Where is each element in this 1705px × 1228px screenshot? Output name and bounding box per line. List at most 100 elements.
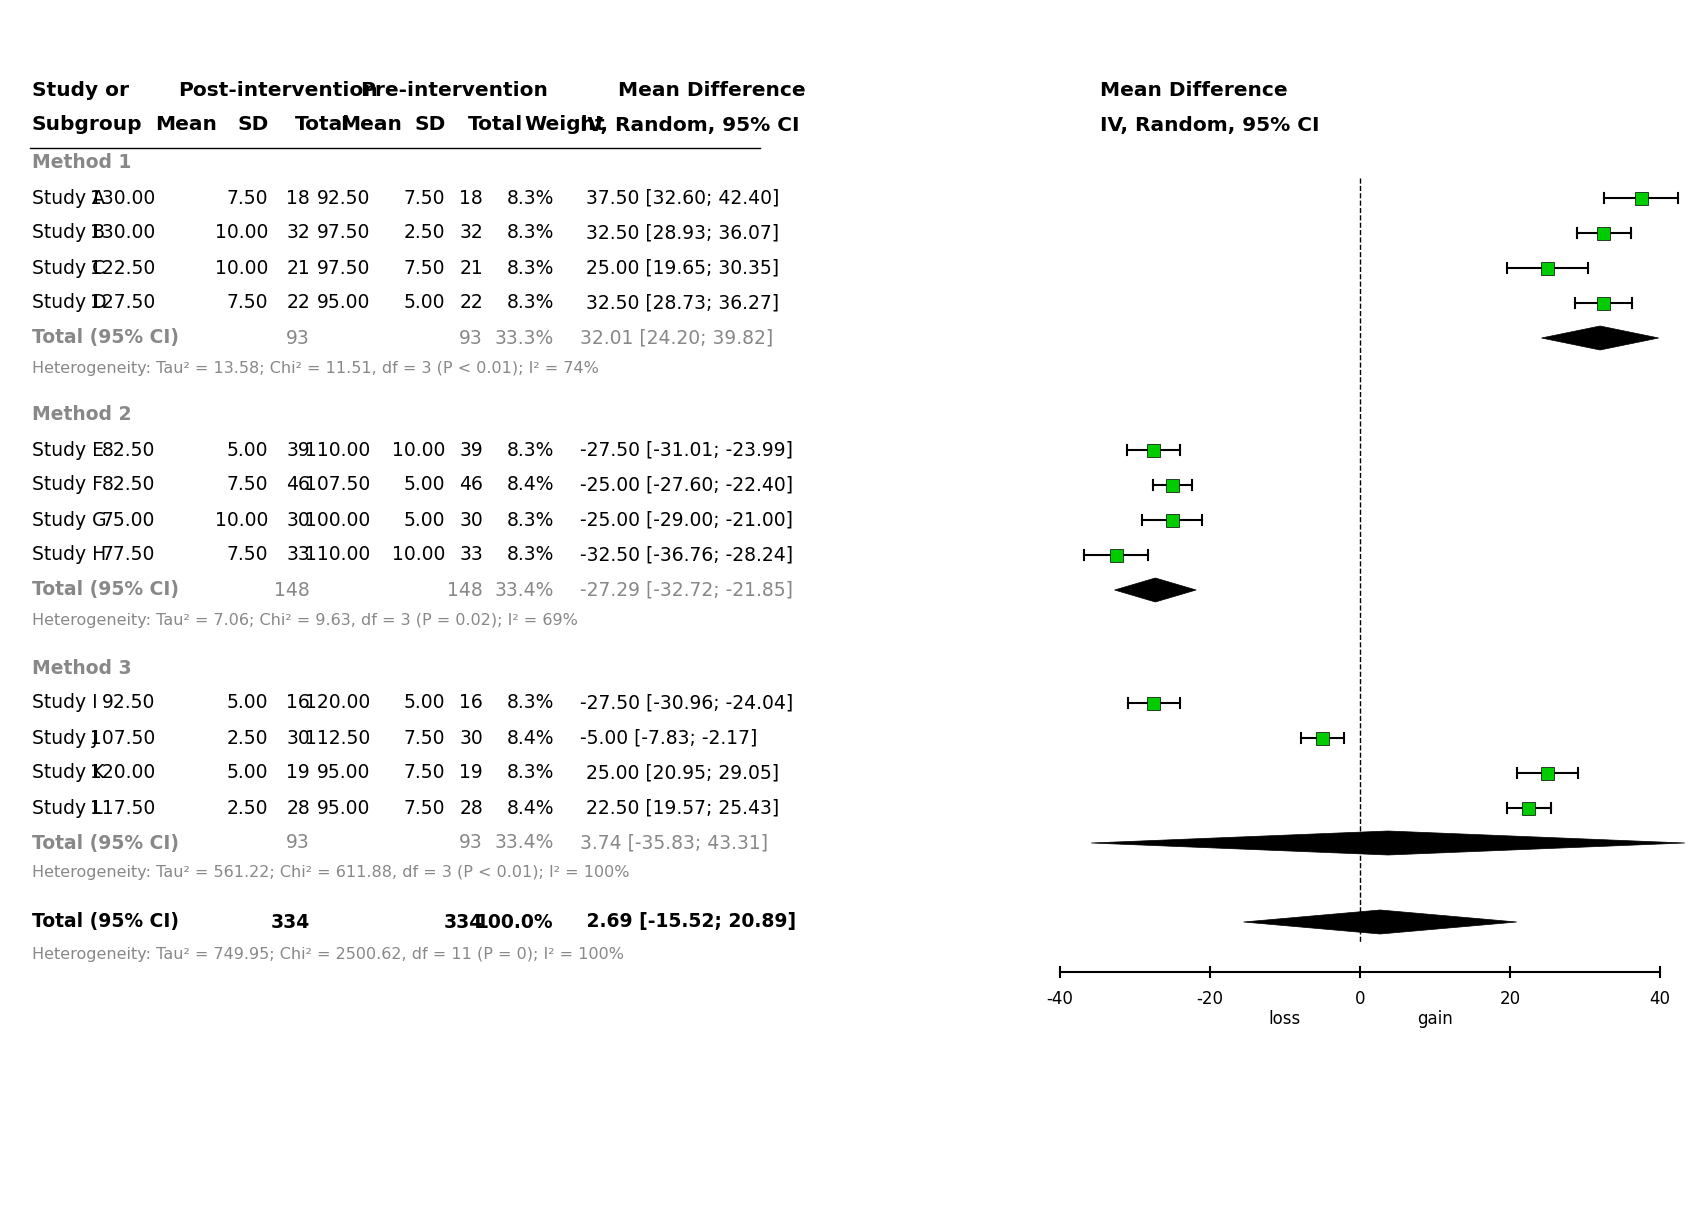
Text: -27.50 [-31.01; -23.99]: -27.50 [-31.01; -23.99] <box>580 441 793 459</box>
Text: 21: 21 <box>459 259 483 278</box>
Text: 33.4%: 33.4% <box>494 834 554 852</box>
FancyBboxPatch shape <box>1165 479 1178 491</box>
Text: 95.00: 95.00 <box>317 764 370 782</box>
Text: 18: 18 <box>459 189 483 208</box>
FancyBboxPatch shape <box>1596 296 1610 309</box>
Text: Mean Difference: Mean Difference <box>617 81 805 99</box>
Polygon shape <box>1113 578 1195 602</box>
Text: 40: 40 <box>1649 990 1669 1008</box>
Text: 120.00: 120.00 <box>90 764 155 782</box>
Text: 334: 334 <box>443 912 483 932</box>
Text: SD: SD <box>414 115 447 135</box>
Text: 10.00: 10.00 <box>215 259 268 278</box>
Text: gain: gain <box>1417 1009 1453 1028</box>
Text: -5.00 [-7.83; -2.17]: -5.00 [-7.83; -2.17] <box>580 728 757 748</box>
Text: 32: 32 <box>459 223 483 242</box>
FancyBboxPatch shape <box>1540 766 1553 780</box>
Text: -25.00 [-29.00; -21.00]: -25.00 [-29.00; -21.00] <box>580 511 793 529</box>
Text: 46: 46 <box>286 475 310 495</box>
Text: Pre-intervention: Pre-intervention <box>360 81 547 99</box>
Text: 97.50: 97.50 <box>317 259 370 278</box>
Text: -27.29 [-32.72; -21.85]: -27.29 [-32.72; -21.85] <box>580 581 793 599</box>
Text: Total: Total <box>467 115 523 135</box>
Text: 148: 148 <box>447 581 483 599</box>
Text: 112.50: 112.50 <box>305 728 370 748</box>
Text: loss: loss <box>1269 1009 1301 1028</box>
FancyBboxPatch shape <box>1146 443 1159 457</box>
Text: Mean Difference: Mean Difference <box>1100 81 1287 99</box>
Text: 32.50 [28.93; 36.07]: 32.50 [28.93; 36.07] <box>580 223 779 242</box>
Text: Study I: Study I <box>32 694 97 712</box>
Text: 32.01 [24.20; 39.82]: 32.01 [24.20; 39.82] <box>580 329 772 348</box>
Text: 7.50: 7.50 <box>404 798 445 818</box>
Text: Total (95% CI): Total (95% CI) <box>32 834 179 852</box>
Text: Study K: Study K <box>32 764 104 782</box>
Text: 20: 20 <box>1499 990 1519 1008</box>
Text: 127.50: 127.50 <box>90 293 155 312</box>
Text: 8.3%: 8.3% <box>506 694 554 712</box>
Text: 22: 22 <box>459 293 483 312</box>
Text: 21: 21 <box>286 259 310 278</box>
Text: 22: 22 <box>286 293 310 312</box>
Text: 2.69 [-15.52; 20.89]: 2.69 [-15.52; 20.89] <box>580 912 796 932</box>
Text: 33.4%: 33.4% <box>494 581 554 599</box>
Text: 8.3%: 8.3% <box>506 223 554 242</box>
Text: -40: -40 <box>1045 990 1072 1008</box>
Text: IV, Random, 95% CI: IV, Random, 95% CI <box>580 115 800 135</box>
Text: 100.00: 100.00 <box>305 511 370 529</box>
FancyBboxPatch shape <box>1165 513 1178 527</box>
Text: Post-intervention: Post-intervention <box>177 81 377 99</box>
Text: 46: 46 <box>459 475 483 495</box>
Text: -20: -20 <box>1195 990 1222 1008</box>
Text: 107.50: 107.50 <box>305 475 370 495</box>
Text: 10.00: 10.00 <box>392 545 445 565</box>
Text: IV, Random, 95% CI: IV, Random, 95% CI <box>1100 115 1318 135</box>
Text: -32.50 [-36.76; -28.24]: -32.50 [-36.76; -28.24] <box>580 545 793 565</box>
Text: 95.00: 95.00 <box>317 293 370 312</box>
Text: Study A: Study A <box>32 189 106 208</box>
Text: 5.00: 5.00 <box>227 764 268 782</box>
Text: 5.00: 5.00 <box>227 694 268 712</box>
Text: 2.50: 2.50 <box>227 728 268 748</box>
Text: 130.00: 130.00 <box>90 223 155 242</box>
FancyBboxPatch shape <box>1315 732 1328 744</box>
Text: 122.50: 122.50 <box>90 259 155 278</box>
Text: 10.00: 10.00 <box>215 511 268 529</box>
Text: 37.50 [32.60; 42.40]: 37.50 [32.60; 42.40] <box>580 189 779 208</box>
Text: 33: 33 <box>459 545 483 565</box>
Text: 93: 93 <box>459 329 483 348</box>
Text: Heterogeneity: Tau² = 749.95; Chi² = 2500.62, df = 11 (P = 0); I² = 100%: Heterogeneity: Tau² = 749.95; Chi² = 250… <box>32 948 624 963</box>
Text: 7.50: 7.50 <box>404 259 445 278</box>
Text: 82.50: 82.50 <box>102 475 155 495</box>
Text: 25.00 [20.95; 29.05]: 25.00 [20.95; 29.05] <box>580 764 779 782</box>
FancyBboxPatch shape <box>1633 192 1647 205</box>
Text: Study D: Study D <box>32 293 107 312</box>
Text: Subgroup: Subgroup <box>32 115 143 135</box>
Text: 8.3%: 8.3% <box>506 511 554 529</box>
Text: 93: 93 <box>459 834 483 852</box>
Text: 93: 93 <box>286 834 310 852</box>
Text: 30: 30 <box>459 728 483 748</box>
Text: 16: 16 <box>459 694 483 712</box>
Text: 82.50: 82.50 <box>102 441 155 459</box>
Text: 5.00: 5.00 <box>404 293 445 312</box>
Text: 334: 334 <box>271 912 310 932</box>
Text: 18: 18 <box>286 189 310 208</box>
Text: 33: 33 <box>286 545 310 565</box>
Text: 10.00: 10.00 <box>215 223 268 242</box>
Text: Weight: Weight <box>523 115 604 135</box>
Text: 148: 148 <box>275 581 310 599</box>
Text: Total: Total <box>295 115 350 135</box>
Text: Heterogeneity: Tau² = 13.58; Chi² = 11.51, df = 3 (P < 0.01); I² = 74%: Heterogeneity: Tau² = 13.58; Chi² = 11.5… <box>32 361 598 376</box>
Text: 33.3%: 33.3% <box>494 329 554 348</box>
Text: Heterogeneity: Tau² = 7.06; Chi² = 9.63, df = 3 (P = 0.02); I² = 69%: Heterogeneity: Tau² = 7.06; Chi² = 9.63,… <box>32 613 578 628</box>
Text: 30: 30 <box>286 728 310 748</box>
Text: 7.50: 7.50 <box>227 293 268 312</box>
Text: Study G: Study G <box>32 511 107 529</box>
Text: 100.0%: 100.0% <box>476 912 554 932</box>
Text: -25.00 [-27.60; -22.40]: -25.00 [-27.60; -22.40] <box>580 475 793 495</box>
Text: 3.74 [-35.83; 43.31]: 3.74 [-35.83; 43.31] <box>580 834 767 852</box>
Text: Study C: Study C <box>32 259 106 278</box>
Text: 5.00: 5.00 <box>404 475 445 495</box>
Text: Study J: Study J <box>32 728 97 748</box>
